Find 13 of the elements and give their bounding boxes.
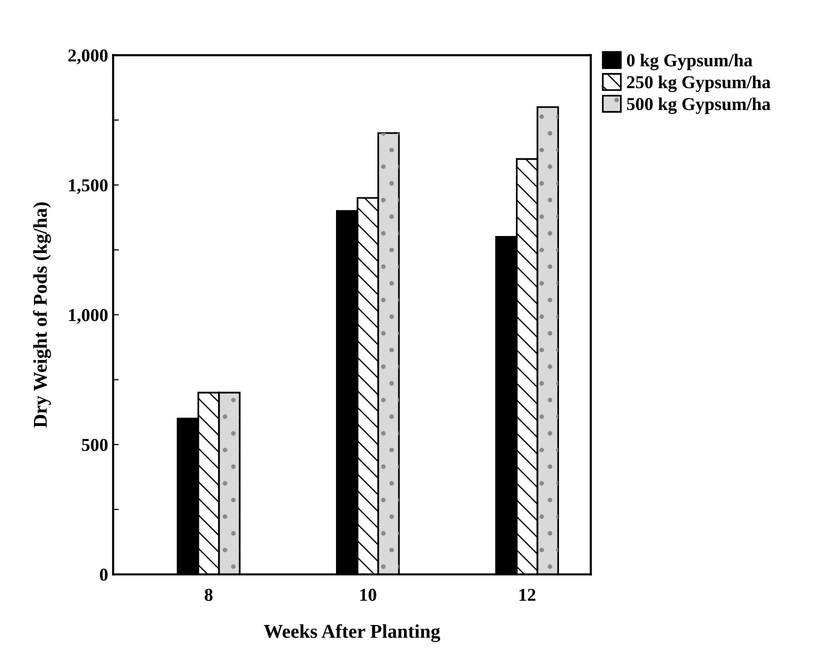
x-tick-label: 12 (520, 588, 536, 601)
y-tick-label: 2,000 (68, 49, 108, 64)
y-tick-label: 1,000 (69, 309, 108, 324)
y-tick-label: 500 (82, 438, 108, 452)
y-tick-label: 1,500 (69, 179, 108, 194)
legend-label: 500 kg Gypsum/ha (626, 97, 770, 114)
x-tick-label: 8 (204, 588, 213, 601)
y-tick-label: 0 (100, 568, 108, 581)
legend-label: 250 kg Gypsum/ha (627, 76, 770, 92)
y-axis-title: Dry Weight of Pods (kg/ha) (32, 202, 51, 428)
x-axis-title: Weeks After Planting (264, 624, 440, 642)
legend-label: 0 kg Gypsum/ha (626, 54, 752, 70)
x-tick-label: 10 (360, 588, 376, 601)
